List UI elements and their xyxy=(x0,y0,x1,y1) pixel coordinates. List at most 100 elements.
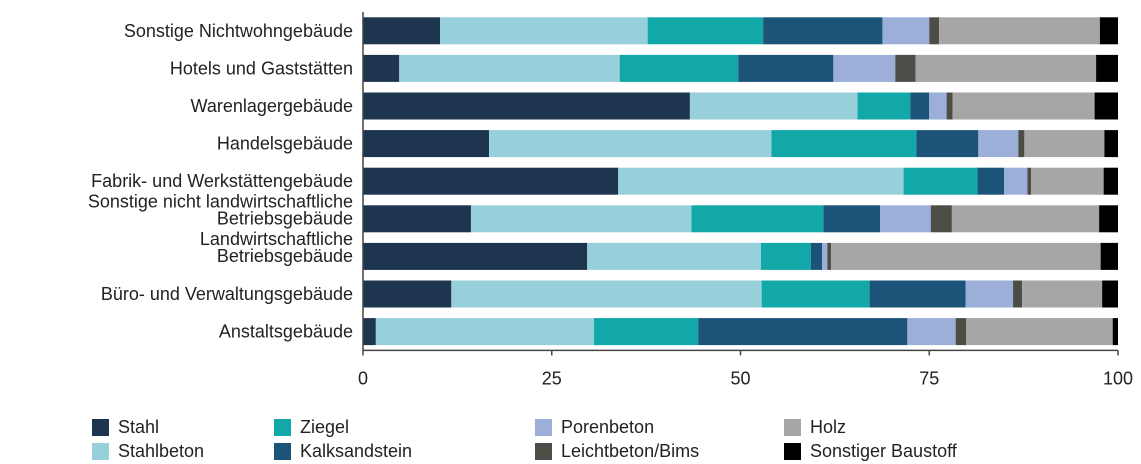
bar-segment-6-2 xyxy=(760,242,811,270)
bar-segment-7-4 xyxy=(965,280,1014,308)
legend-label: Kalksandstein xyxy=(300,440,413,461)
x-tick-label-0: 0 xyxy=(358,368,368,388)
bar-segment-7-1 xyxy=(451,280,762,308)
legend-item: Sonstiger Baustoff xyxy=(784,440,957,462)
legend-swatch xyxy=(92,442,109,460)
bar-segment-5-5 xyxy=(930,205,952,233)
legend-label: Sonstiger Baustoff xyxy=(810,440,957,461)
bar-segment-2-4 xyxy=(929,92,947,120)
bar-segment-0-3 xyxy=(763,17,883,45)
legend-item: Leichtbeton/Bims xyxy=(535,440,699,462)
bar-segment-4-5 xyxy=(1027,167,1032,195)
bar-segment-3-1 xyxy=(489,130,772,158)
bar-segment-2-2 xyxy=(857,92,911,120)
bar-segment-2-6 xyxy=(952,92,1095,120)
bar-segment-0-4 xyxy=(882,17,930,45)
bar-segment-8-0 xyxy=(363,318,376,346)
category-label: Büro- und Verwaltungsgebäude xyxy=(101,284,353,304)
bar-segment-1-4 xyxy=(833,54,896,82)
bar-segment-3-6 xyxy=(1024,130,1105,158)
bar-segment-2-1 xyxy=(689,92,858,120)
bar-segment-6-5 xyxy=(827,242,832,270)
bar-segment-3-7 xyxy=(1104,130,1118,158)
x-tick-label-4: 100 xyxy=(1103,368,1133,388)
legend-swatch xyxy=(92,418,109,436)
category-label: Sonstige Nichtwohngebäude xyxy=(124,21,353,41)
x-ticks: 0 25 50 75 100 xyxy=(358,350,1133,388)
legend-label: Stahlbeton xyxy=(118,440,205,461)
bar-segment-4-1 xyxy=(618,167,904,195)
bars-group xyxy=(363,17,1118,346)
bar-segment-4-7 xyxy=(1103,167,1118,195)
bar-segment-4-0 xyxy=(363,167,619,195)
legend-item: Porenbeton xyxy=(535,416,654,438)
bar-segment-7-7 xyxy=(1102,280,1118,308)
bar-segment-8-7 xyxy=(1112,318,1118,346)
bar-segment-7-2 xyxy=(761,280,870,308)
bar-segment-1-1 xyxy=(399,54,620,82)
category-label: Hotels und Gaststätten xyxy=(170,58,353,78)
bar-segment-0-0 xyxy=(363,17,441,45)
legend-label: Ziegel xyxy=(300,416,350,437)
bar-segment-8-4 xyxy=(907,318,956,346)
bar-segment-6-0 xyxy=(363,242,588,270)
x-tick-label-2: 50 xyxy=(730,368,750,388)
bar-segment-5-3 xyxy=(823,205,881,233)
bar-segment-0-1 xyxy=(440,17,648,45)
legend-swatch xyxy=(784,442,801,460)
bar-segment-5-2 xyxy=(691,205,824,233)
bar-segment-1-0 xyxy=(363,54,400,82)
bar-segment-7-0 xyxy=(363,280,452,308)
bar-segment-6-1 xyxy=(587,242,761,270)
stacked-bar-chart: Sonstige Nichtwohngebäude Hotels und Gast… xyxy=(88,12,1133,388)
bar-segment-5-4 xyxy=(880,205,931,233)
bar-segment-0-2 xyxy=(647,17,764,45)
bar-segment-8-5 xyxy=(955,318,967,346)
bar-segment-7-5 xyxy=(1013,280,1023,308)
bar-segment-6-7 xyxy=(1100,242,1118,270)
legend-label: Holz xyxy=(810,416,847,437)
category-labels: Sonstige Nichtwohngebäude Hotels und Gast… xyxy=(88,21,353,342)
bar-segment-6-6 xyxy=(831,242,1101,270)
legend-swatch xyxy=(784,418,801,436)
bar-segment-5-0 xyxy=(363,205,471,233)
bar-segment-1-7 xyxy=(1096,54,1118,82)
legend-item: Kalksandstein xyxy=(274,440,412,462)
bar-segment-1-2 xyxy=(619,54,739,82)
legend-label: Porenbeton xyxy=(561,416,655,437)
bar-segment-1-6 xyxy=(915,54,1097,82)
legend-label: Stahl xyxy=(118,416,160,437)
bar-segment-0-6 xyxy=(939,17,1100,45)
category-label: Warenlagergebäude xyxy=(191,96,353,116)
bar-segment-3-2 xyxy=(771,130,917,158)
bar-segment-5-6 xyxy=(951,205,1100,233)
legend-label: Leichtbeton/Bims xyxy=(561,440,700,461)
bar-segment-0-7 xyxy=(1099,17,1118,45)
x-tick-label-3: 75 xyxy=(919,368,939,388)
bar-segment-1-3 xyxy=(738,54,834,82)
legend: Stahl Stahlbeton Ziegel Kalksandstein Porenb… xyxy=(92,416,1132,464)
bar-segment-5-1 xyxy=(470,205,692,233)
x-tick-label-1: 25 xyxy=(542,368,562,388)
bar-segment-7-3 xyxy=(869,280,966,308)
bar-segment-2-3 xyxy=(910,92,930,120)
legend-item: Stahl xyxy=(92,416,159,438)
legend-item: Holz xyxy=(784,416,846,438)
bar-segment-3-4 xyxy=(978,130,1019,158)
bar-segment-0-5 xyxy=(929,17,940,45)
legend-swatch xyxy=(274,442,291,460)
category-label: Fabrik- und Werkstättengebäude xyxy=(91,171,353,191)
legend-swatch xyxy=(535,442,552,460)
bar-segment-8-2 xyxy=(594,318,699,346)
bar-segment-4-2 xyxy=(903,167,978,195)
category-label: Handelsgebäude xyxy=(217,134,353,154)
bar-segment-4-4 xyxy=(1003,167,1028,195)
bar-segment-8-6 xyxy=(966,318,1113,346)
bar-segment-6-4 xyxy=(822,242,828,270)
bar-segment-3-3 xyxy=(916,130,979,158)
category-label: Landwirtschaftliche Betriebsgebäude xyxy=(200,229,353,266)
legend-item: Ziegel xyxy=(274,416,349,438)
legend-swatch xyxy=(274,418,291,436)
bar-segment-4-6 xyxy=(1031,167,1104,195)
bar-segment-3-5 xyxy=(1018,130,1025,158)
